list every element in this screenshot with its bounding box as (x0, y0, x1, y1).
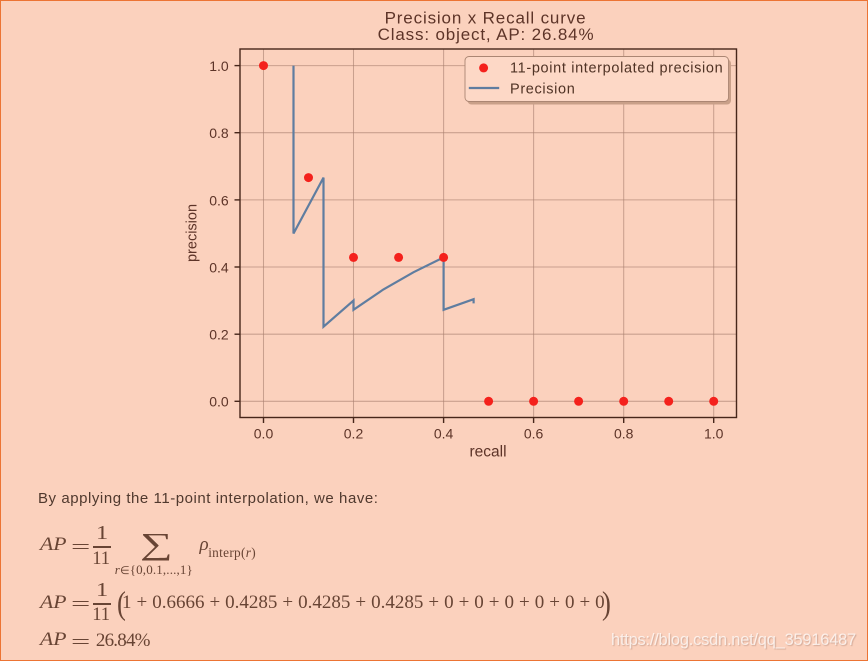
svg-text:0.4: 0.4 (433, 425, 453, 441)
svg-text:0.6: 0.6 (523, 425, 543, 441)
svg-text:0.8: 0.8 (209, 125, 229, 141)
svg-text:0.0: 0.0 (253, 425, 273, 441)
svg-text:0.0: 0.0 (209, 393, 229, 409)
svg-text:0.6: 0.6 (209, 192, 229, 208)
svg-text:Precision: Precision (510, 81, 576, 97)
svg-text:1.0: 1.0 (209, 58, 229, 74)
svg-text:Class: object, AP: 26.84%: Class: object, AP: 26.84% (377, 25, 594, 44)
svg-text:0.2: 0.2 (343, 425, 363, 441)
svg-text:precision: precision (184, 203, 200, 261)
svg-text:Precision x Recall curve: Precision x Recall curve (384, 8, 586, 27)
svg-text:11-point interpolated precisio: 11-point interpolated precision (510, 60, 723, 76)
svg-text:0.2: 0.2 (209, 326, 229, 342)
svg-text:1.0: 1.0 (703, 425, 723, 441)
svg-text:0.4: 0.4 (209, 259, 229, 275)
svg-text:recall: recall (469, 443, 506, 460)
svg-text:0.8: 0.8 (613, 425, 633, 441)
